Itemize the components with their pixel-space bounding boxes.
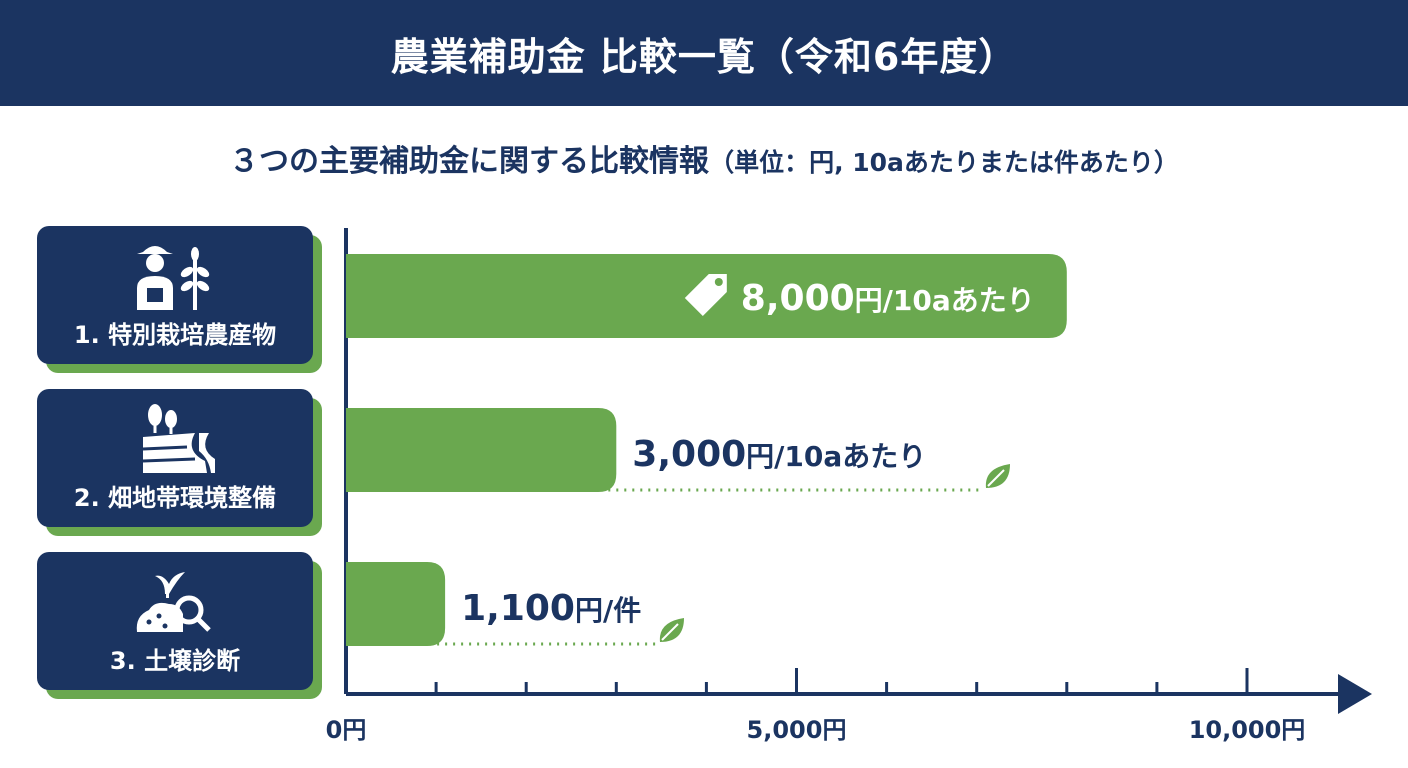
x-tick-label: 5,000円 — [747, 716, 847, 744]
header-banner: 農業補助金 比較一覧（令和6年度） — [0, 0, 1408, 106]
page-title: 農業補助金 比較一覧（令和6年度） — [390, 34, 1018, 79]
bar-3 — [346, 562, 446, 646]
farmer-with-plant-icon — [137, 246, 210, 310]
subtitle-unit: （単位：円, 10aあたりまたは件あたり） — [709, 148, 1179, 177]
chart-subtitle: ３つの主要補助金に関する比較情報（単位：円, 10aあたりまたは件あたり） — [0, 136, 1408, 180]
category-card-3: 3. 土壌診断 — [37, 552, 313, 690]
soil-magnifier-icon — [136, 572, 211, 632]
leaf-icon — [985, 464, 1010, 488]
bar-2 — [346, 408, 617, 492]
category-label-2: 2. 畑地帯環境整備 — [73, 484, 277, 512]
data-label-1: 8,000円/10aあたり — [741, 278, 1035, 319]
data-label-3: 1,100円/件 — [461, 588, 641, 629]
leaf-icon — [659, 618, 684, 642]
x-axis-arrow-icon — [1338, 674, 1372, 714]
subtitle-main: ３つの主要補助金に関する比較情報 — [229, 144, 710, 179]
data-label-2: 3,000円/10aあたり — [632, 434, 926, 475]
category-card-1: 1. 特別栽培農産物 — [37, 226, 313, 364]
x-tick-label: 10,000円 — [1189, 716, 1306, 744]
category-label-1: 1. 特別栽培農産物 — [73, 321, 277, 349]
price-tag-icon — [684, 274, 727, 316]
field-landscape-icon — [142, 404, 215, 473]
category-card-2: 2. 畑地帯環境整備 — [37, 389, 313, 527]
category-label-3: 3. 土壌診断 — [109, 647, 241, 675]
x-tick-label: 0円 — [326, 716, 367, 744]
